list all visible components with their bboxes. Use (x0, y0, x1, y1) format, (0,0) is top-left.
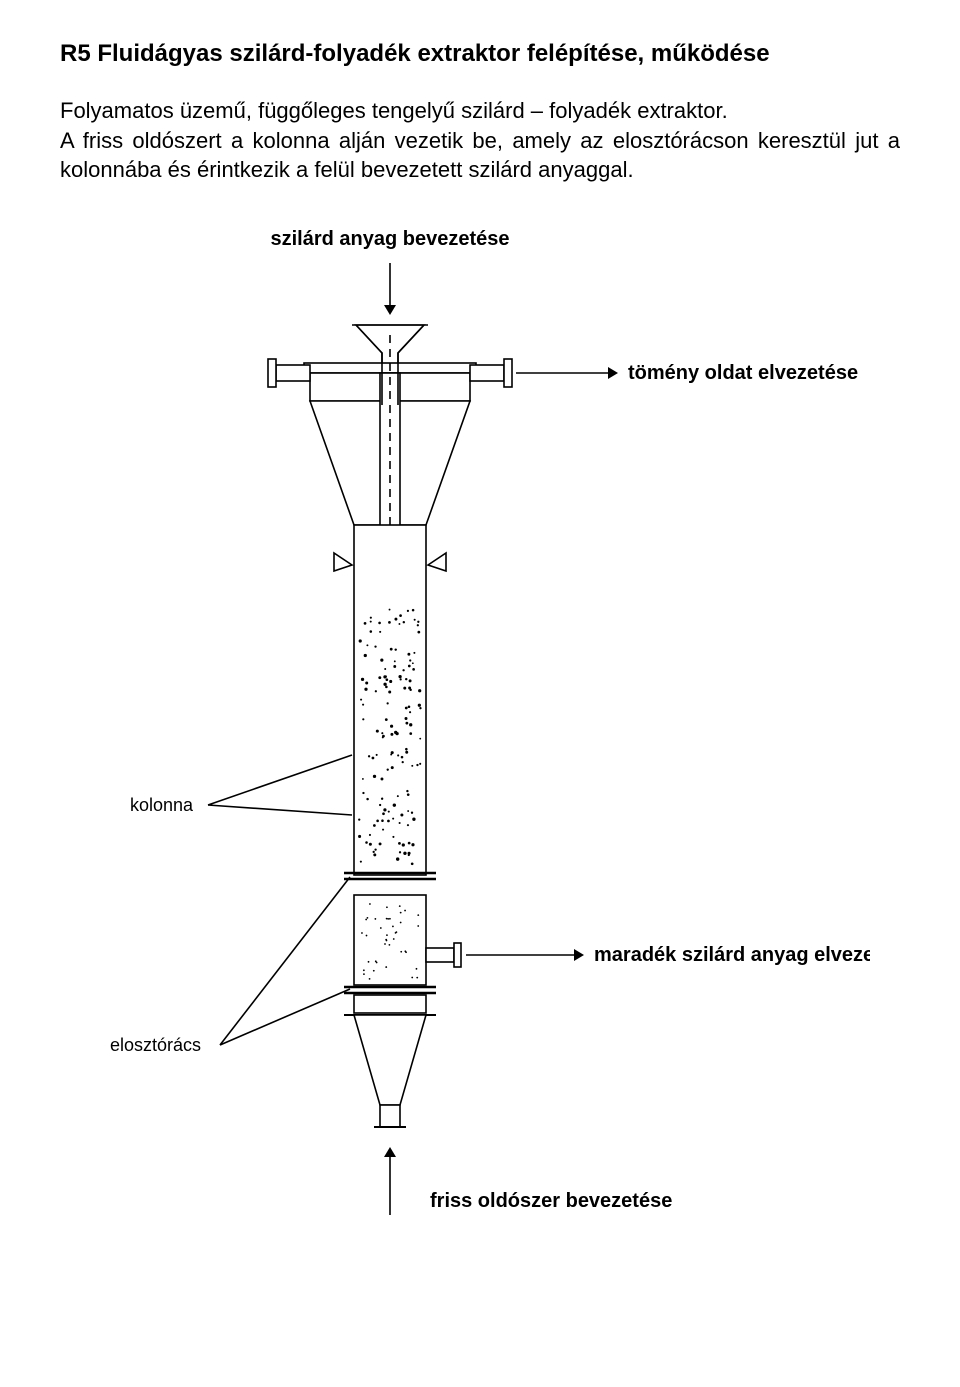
diagram-container: szilárd anyag bevezetése tömény oldat elv… (60, 215, 900, 1235)
extractor-diagram: szilárd anyag bevezetése tömény oldat elv… (90, 215, 870, 1235)
page-title: R5 Fluidágyas szilárd-folyadék extraktor… (60, 40, 900, 68)
svg-text:szilárd anyag bevezetése: szilárd anyag bevezetése (270, 228, 509, 250)
svg-text:tömény oldat elvezetése: tömény oldat elvezetése (628, 362, 858, 384)
svg-text:friss oldószer bevezetése: friss oldószer bevezetése (430, 1190, 672, 1212)
svg-text:maradék szilárd anyag elvezeté: maradék szilárd anyag elvezetése (594, 944, 870, 966)
description-paragraph: Folyamatos üzemű, függőleges tengelyű sz… (60, 96, 900, 185)
svg-text:kolonna: kolonna (130, 795, 194, 815)
svg-text:elosztórács: elosztórács (110, 1035, 201, 1055)
